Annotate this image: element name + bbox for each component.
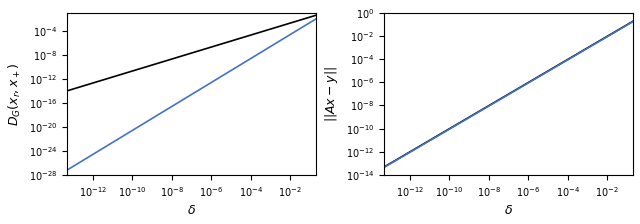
Y-axis label: $D_G(x_r, x_+)$: $D_G(x_r, x_+)$ <box>7 62 23 126</box>
X-axis label: $\delta$: $\delta$ <box>504 204 513 217</box>
Y-axis label: $||Ax - y||$: $||Ax - y||$ <box>323 66 340 122</box>
X-axis label: $\delta$: $\delta$ <box>187 204 196 217</box>
